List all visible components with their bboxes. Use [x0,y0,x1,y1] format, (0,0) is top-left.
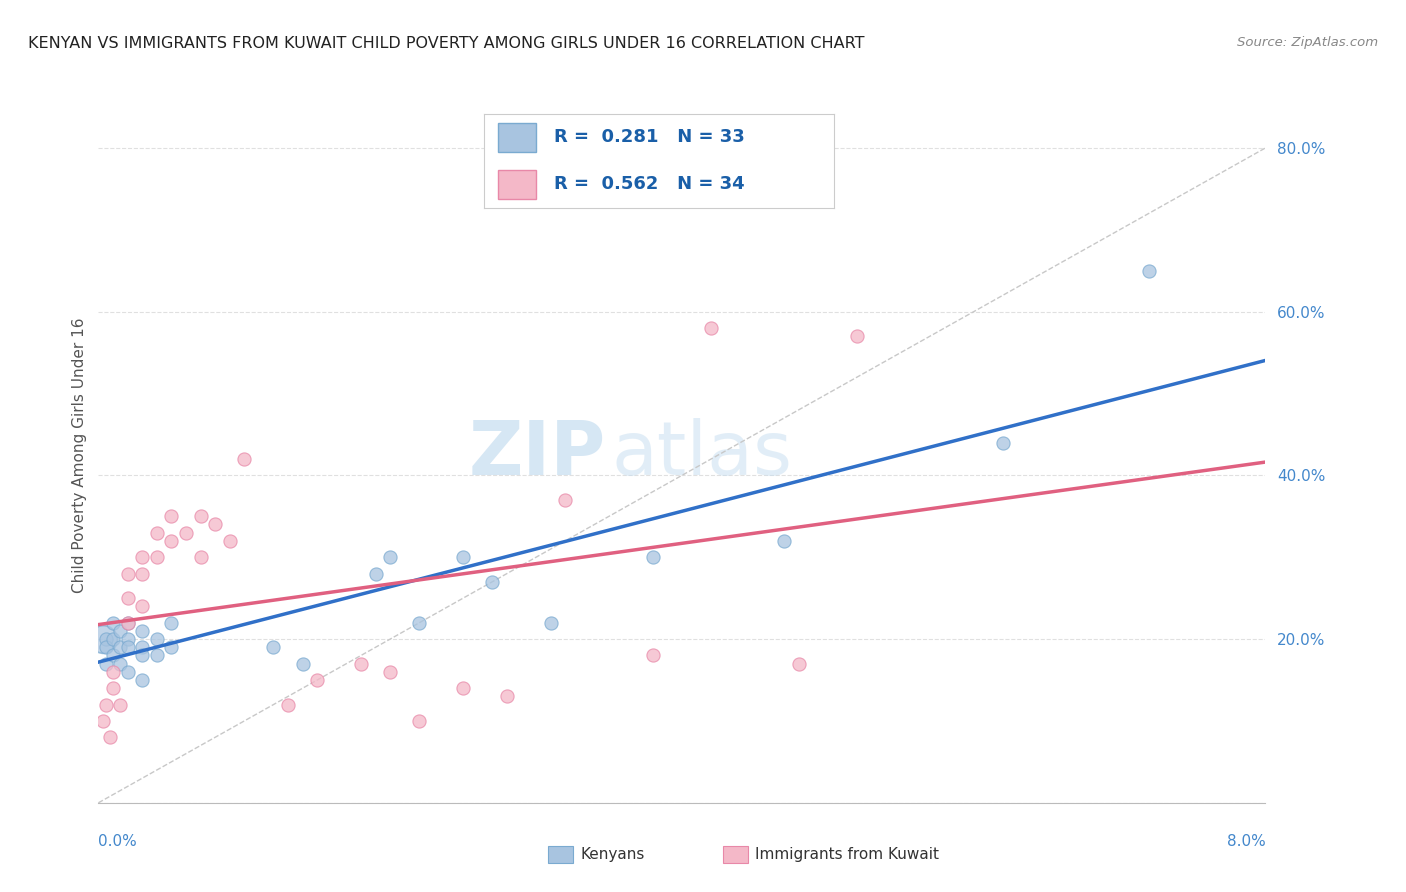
Point [131,550,153,565]
Point [160,509,183,524]
Text: Kenyans: Kenyans [581,847,645,862]
Point [408,714,430,728]
Point [190,550,212,565]
Point [233,452,256,467]
Point [204,517,226,532]
Point [350,657,373,671]
Point [641,648,664,663]
Point [451,550,474,565]
Point [110,624,132,638]
Point [160,640,183,655]
Point [94,698,117,712]
Point [160,533,183,548]
Point [146,648,169,663]
Point [94,640,117,655]
Point [146,550,169,565]
Point [101,615,124,630]
Point [101,648,124,663]
Point [1137,264,1160,278]
Point [117,591,139,606]
Point [408,615,430,630]
Point [773,533,796,548]
Point [174,525,197,540]
Point [218,533,240,548]
Point [190,509,212,524]
Point [160,615,183,630]
Point [554,492,576,507]
Point [94,632,117,646]
Point [277,698,299,712]
Point [131,673,153,687]
Point [364,566,387,581]
Text: Immigrants from Kuwait: Immigrants from Kuwait [755,847,939,862]
Text: atlas: atlas [612,418,793,491]
Text: Source: ZipAtlas.com: Source: ZipAtlas.com [1237,36,1378,49]
Point [117,615,139,630]
Point [110,657,132,671]
Point [131,640,153,655]
Point [845,329,868,343]
Point [98,731,121,745]
Point [146,632,169,646]
Text: ZIP: ZIP [468,418,606,491]
Point [117,615,139,630]
Point [380,550,402,565]
Point [540,615,562,630]
Text: 0.0%: 0.0% [98,834,138,849]
Point [101,632,124,646]
Point [291,657,314,671]
FancyBboxPatch shape [723,846,748,863]
Point [481,574,503,589]
Y-axis label: Child Poverty Among Girls Under 16: Child Poverty Among Girls Under 16 [72,318,87,592]
Point [131,648,153,663]
Point [101,681,124,696]
Point [91,714,114,728]
Point [641,550,664,565]
Point [131,599,153,614]
Point [117,566,139,581]
Text: 8.0%: 8.0% [1226,834,1265,849]
FancyBboxPatch shape [548,846,574,863]
Point [380,665,402,679]
Point [94,657,117,671]
Point [91,632,114,646]
Text: KENYAN VS IMMIGRANTS FROM KUWAIT CHILD POVERTY AMONG GIRLS UNDER 16 CORRELATION : KENYAN VS IMMIGRANTS FROM KUWAIT CHILD P… [28,36,865,51]
Point [146,525,169,540]
Point [496,690,519,704]
Point [991,435,1014,450]
Point [101,665,124,679]
Point [131,566,153,581]
Point [117,632,139,646]
Point [451,681,474,696]
Point [700,321,723,335]
Point [307,673,329,687]
Point [110,640,132,655]
Point [262,640,284,655]
Point [117,665,139,679]
Point [117,640,139,655]
Point [110,698,132,712]
Point [131,624,153,638]
Point [787,657,810,671]
